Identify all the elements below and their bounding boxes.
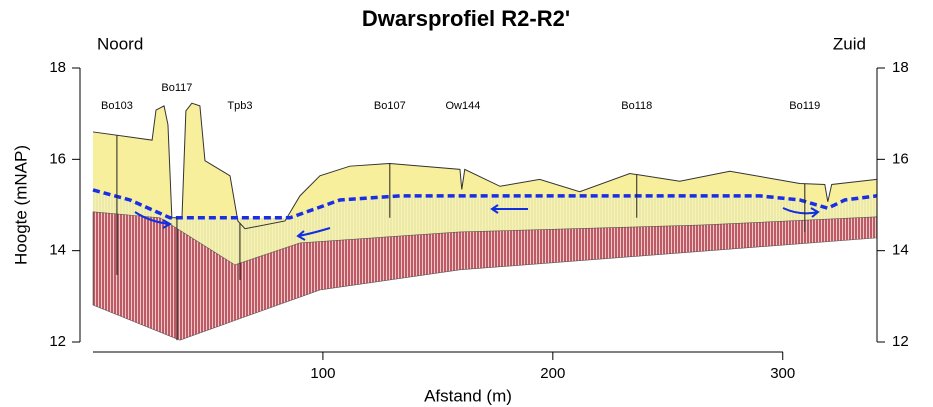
x-tick-label: 300 xyxy=(770,365,795,382)
page: {"chart_data":{"type":"profile", "title"… xyxy=(0,0,933,407)
borehole-label: Ow144 xyxy=(445,100,480,112)
borehole-label: Bo117 xyxy=(161,82,192,94)
borehole-label: Bo119 xyxy=(789,100,820,112)
y2-tick-label: 16 xyxy=(892,150,909,167)
x-tick-label: 100 xyxy=(310,365,335,382)
y2-tick-label: 12 xyxy=(892,333,909,350)
borehole-label: Tpb3 xyxy=(227,100,252,112)
borehole-label: Bo107 xyxy=(374,100,406,112)
chart-title: Dwarsprofiel R2-R2' xyxy=(362,6,570,31)
left-label: Noord xyxy=(97,34,143,53)
chart: Dwarsprofiel R2-R2' Noord Zuid Hoogte (m… xyxy=(0,0,933,407)
y-tick-label: 14 xyxy=(49,242,66,259)
borehole-label: Bo103 xyxy=(101,100,133,112)
borehole-label: Bo118 xyxy=(621,100,652,112)
x-tick-label: 200 xyxy=(540,365,565,382)
y-axis-title: Hoogte (mNAP) xyxy=(11,145,30,265)
y2-tick-label: 14 xyxy=(892,242,909,259)
x-axis-title: Afstand (m) xyxy=(424,386,512,405)
y-tick-label: 12 xyxy=(49,333,66,350)
right-label: Zuid xyxy=(833,34,866,53)
y-tick-label: 16 xyxy=(49,150,66,167)
y2-tick-label: 18 xyxy=(892,59,909,76)
y-tick-label: 18 xyxy=(49,59,66,76)
